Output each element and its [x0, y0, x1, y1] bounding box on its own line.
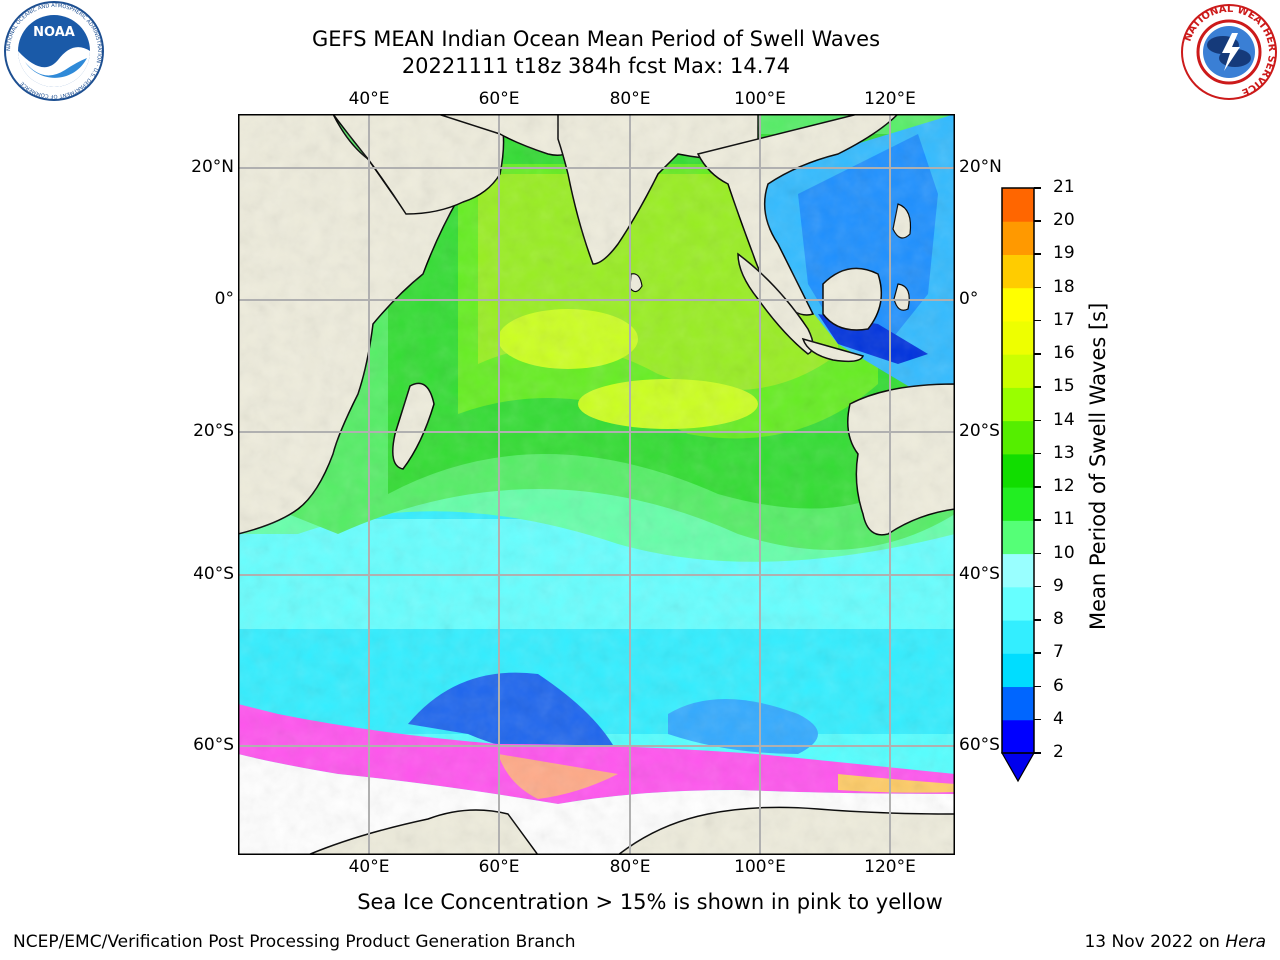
lon-tick-bottom-120e: 120°E	[864, 857, 916, 877]
lon-tick-bottom-60e: 60°E	[478, 857, 520, 877]
footer-machine: Hera	[1225, 932, 1266, 952]
colorbar-tick-mark	[1034, 486, 1041, 488]
colorbar-label: Mean Period of Swell Waves [s]	[1086, 302, 1110, 630]
colorbar-tick-label: 15	[1053, 376, 1075, 397]
colorbar-band	[1002, 254, 1034, 289]
lat-tick-left-40s: 40°S	[193, 564, 234, 584]
colorbar-tick-label: 10	[1053, 542, 1075, 563]
colorbar-tick-label: 18	[1053, 276, 1075, 297]
lat-tick-right-40s: 40°S	[959, 564, 1000, 584]
sea-ice-note: Sea Ice Concentration > 15% is shown in …	[357, 890, 943, 914]
colorbar-band	[1002, 221, 1034, 255]
colorbar-tick-mark	[1034, 319, 1041, 322]
colorbar-tick-label: 12	[1053, 476, 1075, 497]
colorbar-tick-label: 2	[1053, 742, 1064, 762]
colorbar-tick-label: 8	[1053, 609, 1064, 630]
colorbar-extend-arrow	[1000, 752, 1036, 783]
colorbar-tick-label: 6	[1053, 675, 1064, 696]
lat-tick-right-20s: 20°S	[959, 421, 1000, 441]
colorbar-tick-label: 16	[1053, 343, 1075, 364]
colorbar-tick-label: 19	[1053, 243, 1075, 264]
colorbar-tick-label: 21	[1053, 177, 1075, 197]
colorbar-tick-mark	[1034, 552, 1041, 555]
colorbar-band	[1002, 354, 1034, 388]
lat-tick-right-20n: 20°N	[959, 157, 1002, 177]
colorbar-band	[1002, 586, 1034, 621]
lon-tick-bottom-40e: 40°E	[348, 857, 390, 877]
colorbar-tick-label: 4	[1053, 708, 1064, 729]
colorbar-tick-mark	[1034, 286, 1041, 289]
colorbar-band	[1002, 453, 1034, 488]
colorbar-band	[1002, 686, 1034, 721]
colorbar-band	[1002, 553, 1034, 588]
lat-tick-left-20n: 20°N	[191, 157, 234, 177]
graticule	[238, 114, 955, 855]
colorbar-band	[1002, 487, 1034, 521]
colorbar-tick-label: 13	[1053, 442, 1075, 463]
noaa-logo: NOAA NATIONAL OCEANIC AND ATMOSPHERIC AD…	[4, 1, 104, 101]
map-panel	[238, 114, 955, 855]
colorbar-band	[1002, 719, 1034, 754]
lon-tick-bottom-100e: 100°E	[734, 857, 786, 877]
lat-tick-left-60s: 60°S	[193, 735, 234, 755]
colorbar-band	[1002, 620, 1034, 654]
colorbar-tick-mark	[1034, 619, 1041, 621]
colorbar-tick-mark	[1034, 585, 1041, 588]
colorbar	[1000, 187, 1036, 783]
lat-tick-right-60s: 60°S	[959, 735, 1000, 755]
colorbar-tick-mark	[1034, 187, 1041, 189]
colorbar-tick-mark	[1034, 220, 1041, 222]
lon-tick-bottom-80e: 80°E	[609, 857, 651, 877]
lat-tick-left-0: 0°	[214, 289, 234, 309]
colorbar-tick-mark	[1034, 685, 1041, 688]
colorbar-tick-mark	[1034, 718, 1041, 721]
colorbar-tick-mark	[1034, 752, 1041, 754]
colorbar-tick-mark	[1034, 519, 1041, 521]
footer-date: 13 Nov 2022 on Hera	[1084, 932, 1266, 952]
svg-text:NOAA: NOAA	[33, 25, 75, 40]
colorbar-band	[1002, 520, 1034, 555]
colorbar-band	[1002, 188, 1034, 222]
colorbar-tick-label: 7	[1053, 642, 1064, 663]
colorbar-band	[1002, 320, 1034, 355]
colorbar-tick-mark	[1034, 353, 1041, 355]
colorbar-tick-mark	[1034, 452, 1041, 455]
lon-tick-top-120e: 120°E	[864, 89, 916, 109]
chart-title: GEFS MEAN Indian Ocean Mean Period of Sw…	[311, 27, 881, 51]
colorbar-tick-mark	[1034, 253, 1041, 255]
colorbar-band	[1002, 387, 1034, 422]
colorbar-band	[1002, 653, 1034, 688]
lon-tick-top-60e: 60°E	[478, 89, 520, 109]
lon-tick-top-40e: 40°E	[348, 89, 390, 109]
colorbar-band	[1002, 287, 1034, 322]
colorbar-tick-mark	[1034, 386, 1041, 388]
colorbar-tick-mark	[1034, 652, 1041, 654]
colorbar-tick-mark	[1034, 419, 1041, 422]
lat-tick-right-0: 0°	[959, 289, 979, 309]
colorbar-tick-label: 9	[1053, 575, 1064, 596]
colorbar-tick-label: 20	[1053, 210, 1075, 231]
colorbar-tick-label: 17	[1053, 309, 1075, 330]
colorbar-band	[1002, 420, 1034, 455]
lon-tick-top-80e: 80°E	[609, 89, 651, 109]
lon-tick-top-100e: 100°E	[734, 89, 786, 109]
colorbar-tick-label: 11	[1053, 509, 1075, 530]
footer-credit: NCEP/EMC/Verification Post Processing Pr…	[13, 932, 576, 952]
colorbar-tick-label: 14	[1053, 409, 1075, 430]
nws-logo: NATIONAL WEATHER SERVICE	[1181, 4, 1277, 100]
lat-tick-left-20s: 20°S	[193, 421, 234, 441]
chart-subtitle: 20221111 t18z 384h fcst Max: 14.74	[401, 54, 791, 78]
